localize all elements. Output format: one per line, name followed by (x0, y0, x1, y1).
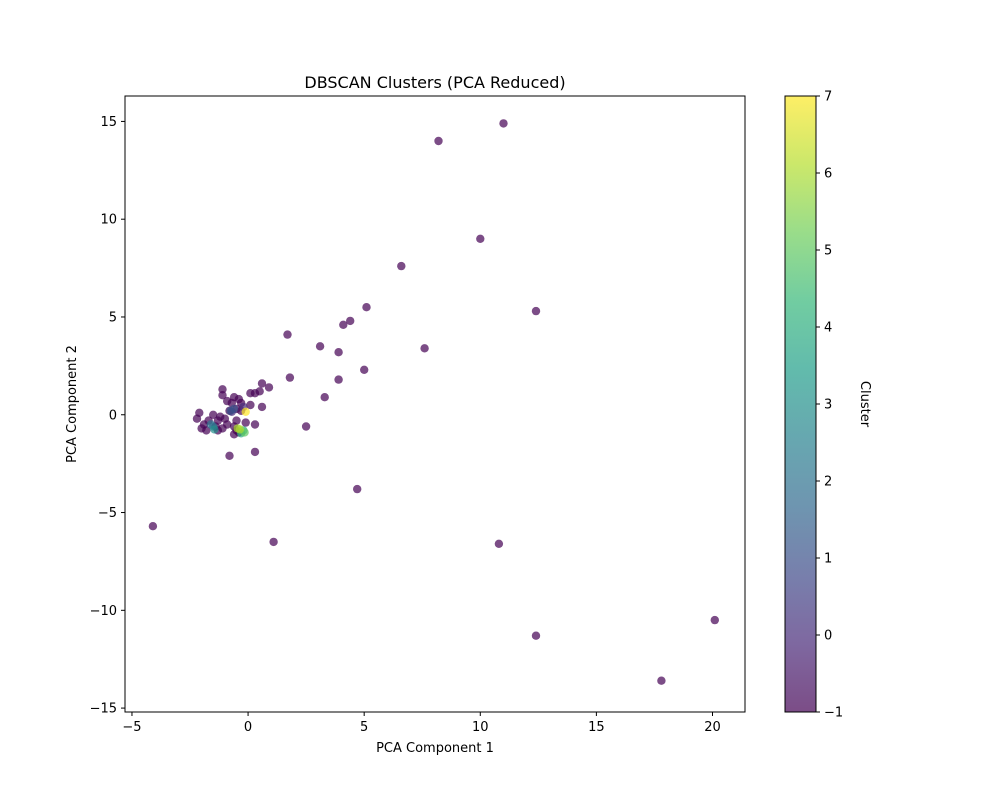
data-point (334, 375, 343, 384)
data-point (192, 414, 202, 423)
x-tick-label: −5 (122, 720, 141, 735)
data-point (353, 484, 362, 494)
data-point (226, 406, 235, 415)
y-tick-label: −10 (90, 604, 117, 619)
colorbar-tick-label: 5 (824, 244, 832, 259)
data-point (339, 320, 348, 329)
data-point (257, 402, 267, 412)
data-point (285, 373, 295, 382)
data-point (264, 383, 274, 392)
data-point (657, 676, 666, 685)
data-point (494, 539, 504, 548)
data-point (476, 234, 485, 243)
data-point (241, 407, 250, 416)
data-point (257, 379, 267, 388)
data-point (531, 631, 541, 640)
data-point (434, 136, 443, 146)
colorbar-tick-label: 1 (824, 552, 832, 567)
data-point (218, 385, 227, 394)
data-point (499, 119, 508, 128)
colorbar-tick-label: 0 (824, 629, 832, 644)
data-point (283, 330, 292, 339)
x-tick-label: 15 (588, 720, 605, 735)
y-tick-label: 0 (109, 408, 117, 423)
data-point (202, 426, 211, 435)
data-point (250, 420, 260, 429)
y-axis-ticks: −15 −10 −5 0 5 10 15 (90, 115, 125, 717)
y-tick-label: −15 (90, 702, 117, 717)
data-point (210, 425, 219, 434)
colorbar-label: Cluster (857, 381, 872, 428)
y-tick-label: 10 (100, 213, 117, 228)
data-point (397, 261, 406, 271)
plot-frame (124, 95, 746, 713)
points-layer (148, 119, 719, 685)
x-tick-label: 20 (704, 720, 721, 735)
data-point (710, 615, 719, 625)
data-point (250, 447, 260, 457)
colorbar (785, 96, 816, 712)
data-point (531, 306, 541, 316)
data-point (362, 303, 371, 312)
data-point (315, 342, 325, 351)
data-point (246, 400, 255, 410)
data-point (420, 344, 429, 353)
data-point (346, 316, 355, 326)
colorbar-ticks: −1 0 1 2 3 4 5 6 7 (816, 90, 843, 721)
colorbar-tick-label: −1 (824, 706, 843, 721)
data-point (218, 391, 227, 400)
colorbar-tick-label: 4 (824, 321, 832, 336)
data-point (225, 451, 234, 460)
data-point (334, 348, 343, 357)
data-point (301, 422, 311, 431)
colorbar-tick-label: 2 (824, 475, 832, 490)
data-point (269, 537, 278, 547)
data-point (148, 522, 158, 531)
x-axis-label: PCA Component 1 (376, 741, 494, 756)
y-axis-label: PCA Component 2 (65, 345, 80, 463)
colorbar-tick-label: 3 (824, 398, 832, 413)
colorbar-tick-label: 7 (824, 90, 832, 105)
y-tick-label: −5 (98, 506, 117, 521)
chart-title: DBSCAN Clusters (PCA Reduced) (304, 73, 565, 92)
x-tick-label: 10 (472, 720, 489, 735)
colorbar-tick-label: 6 (824, 167, 832, 182)
data-point (320, 393, 329, 402)
data-point (360, 365, 369, 374)
x-axis-ticks: −5 0 5 10 15 20 (122, 712, 721, 735)
data-point (241, 418, 250, 427)
x-tick-label: 5 (360, 720, 368, 735)
data-point (209, 410, 218, 419)
x-tick-label: 0 (244, 720, 252, 735)
y-tick-label: 15 (100, 115, 117, 130)
data-point (246, 389, 255, 398)
data-point (235, 425, 245, 434)
y-tick-label: 5 (109, 310, 117, 325)
